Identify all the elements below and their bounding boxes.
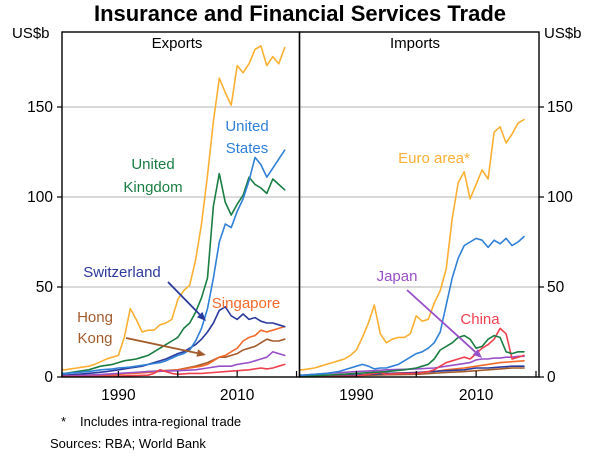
leader-arrow-imports-japan-line xyxy=(406,289,476,353)
series-line-imports-japan xyxy=(298,355,525,377)
series-label-exports-united_states-line2: States xyxy=(226,140,269,157)
series-label-exports-hong_kong-line2: Kong xyxy=(77,330,112,347)
series-line-exports-united_kingdom xyxy=(61,172,286,375)
x-tick-label-exports-1990: 1990 xyxy=(101,387,136,404)
y-tick-label-right-50: 50 xyxy=(547,279,565,296)
series-label-exports-united_kingdom-line2: Kingdom xyxy=(123,179,182,196)
series-label-exports-united_states-line1: United xyxy=(225,118,268,135)
series-label-imports-japan: Japan xyxy=(377,268,418,285)
series-label-exports-switzerland: Switzerland xyxy=(83,264,161,281)
panel-title-exports: Exports xyxy=(152,35,203,52)
y-axis-unit-left: US$b xyxy=(12,25,50,42)
x-tick-label-imports-2010: 2010 xyxy=(459,387,494,404)
series-line-imports-united_states xyxy=(298,235,525,377)
leader-arrow-exports-switzerland-line xyxy=(167,281,201,316)
series-line-exports-china xyxy=(61,363,286,378)
y-tick-label-right-0: 0 xyxy=(547,369,556,386)
leader-arrow-exports-switzerland-head xyxy=(197,311,206,321)
leader-arrow-exports-hong_kong-line xyxy=(125,337,198,355)
series-line-exports-singapore xyxy=(61,325,286,377)
x-tick-label-imports-1990: 1990 xyxy=(339,387,374,404)
y-axis-unit-right: US$b xyxy=(544,25,582,42)
series-label-imports-china: China xyxy=(460,311,500,328)
leader-arrow-imports-japan-head xyxy=(472,349,482,358)
y-tick-label-left-150: 150 xyxy=(27,99,53,116)
y-tick-label-left-0: 0 xyxy=(44,369,53,386)
series-label-imports-euro_area: Euro area* xyxy=(398,150,470,167)
chart-title: Insurance and Financial Services Trade xyxy=(94,1,506,26)
series-line-imports-united_kingdom xyxy=(298,334,525,377)
y-tick-label-left-100: 100 xyxy=(27,189,53,206)
series-line-imports-euro_area xyxy=(298,118,525,371)
y-tick-label-left-50: 50 xyxy=(36,279,54,296)
sources-text: Sources: RBA; World Bank xyxy=(50,436,206,451)
footnote-text: Includes intra-regional trade xyxy=(80,414,241,429)
series-line-exports-euro_area xyxy=(61,44,286,371)
series-line-exports-united_states xyxy=(61,149,286,375)
series-label-exports-singapore: Singapore xyxy=(212,295,280,312)
footnote-marker: * xyxy=(61,414,66,429)
plot-area: 1990 2010 1990 2010 0 0 50 50 100 100 150 150 United… xyxy=(27,31,573,404)
series-line-imports-china xyxy=(298,327,525,378)
leader-arrow-exports-hong_kong-head xyxy=(196,349,206,357)
x-tick-label-exports-2010: 2010 xyxy=(220,387,255,404)
panel-frame-imports xyxy=(298,31,540,378)
series-label-exports-united_kingdom-line1: United xyxy=(131,156,174,173)
series-line-exports-switzerland xyxy=(61,305,286,377)
y-tick-label-right-150: 150 xyxy=(547,99,573,116)
series-label-exports-hong_kong-line1: Hong xyxy=(77,309,113,326)
panel-title-imports: Imports xyxy=(390,35,440,52)
y-tick-label-right-100: 100 xyxy=(547,189,573,206)
